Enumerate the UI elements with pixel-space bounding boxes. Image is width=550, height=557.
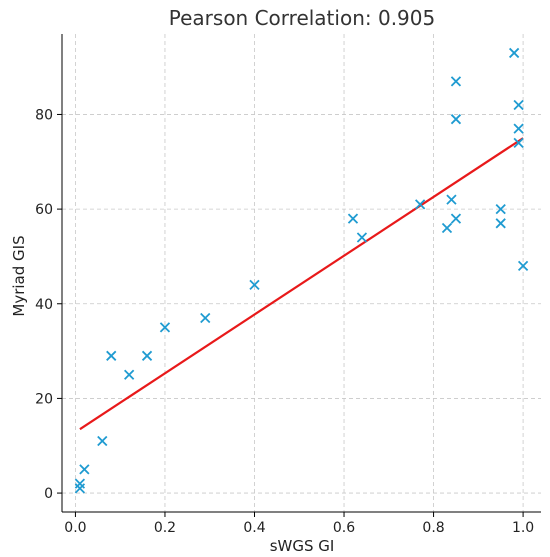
y-tick-label: 0 — [44, 486, 53, 502]
data-point — [446, 194, 457, 205]
regression-line — [79, 137, 524, 431]
data-point — [450, 76, 462, 87]
y-axis-label: Myriad GIS — [10, 235, 28, 316]
data-point — [124, 369, 135, 380]
data-point — [74, 483, 86, 494]
data-point — [513, 123, 524, 134]
x-tick-label: 0.0 — [64, 520, 86, 536]
data-point — [450, 114, 462, 125]
data-point — [200, 312, 211, 324]
axes: 0.0 0.2 0.4 0.6 0.8 1.0 0 20 40 60 80 — [35, 34, 541, 536]
data-point — [517, 260, 529, 272]
x-tick-label: 1.0 — [512, 520, 534, 536]
data-point — [441, 222, 453, 234]
grid — [62, 34, 541, 512]
data-point — [249, 279, 260, 290]
data-point — [450, 213, 462, 224]
data-point — [414, 199, 426, 210]
data-point — [495, 218, 506, 229]
data-point — [495, 203, 506, 215]
data-point — [97, 435, 108, 447]
chart-title: Pearson Correlation: 0.905 — [169, 6, 435, 30]
x-tick-label: 0.6 — [333, 520, 355, 536]
x-tick-label: 0.8 — [422, 520, 444, 536]
data-point — [509, 47, 520, 59]
plot-area — [74, 47, 529, 494]
data-point — [74, 478, 86, 489]
y-tick-label: 80 — [35, 107, 53, 123]
data-point — [159, 322, 171, 333]
data-point — [79, 464, 90, 475]
data-point — [347, 213, 359, 224]
data-point — [356, 232, 368, 243]
data-point — [513, 137, 524, 148]
y-tick-label: 20 — [35, 391, 53, 407]
data-point — [141, 350, 153, 361]
y-tick-label: 40 — [35, 297, 53, 313]
y-tick-label: 60 — [35, 202, 53, 218]
data-point — [106, 350, 117, 361]
x-tick-label: 0.4 — [243, 520, 265, 536]
x-tick-label: 0.2 — [154, 520, 176, 536]
data-point — [513, 99, 524, 111]
x-axis-label: sWGS GI — [270, 537, 335, 555]
